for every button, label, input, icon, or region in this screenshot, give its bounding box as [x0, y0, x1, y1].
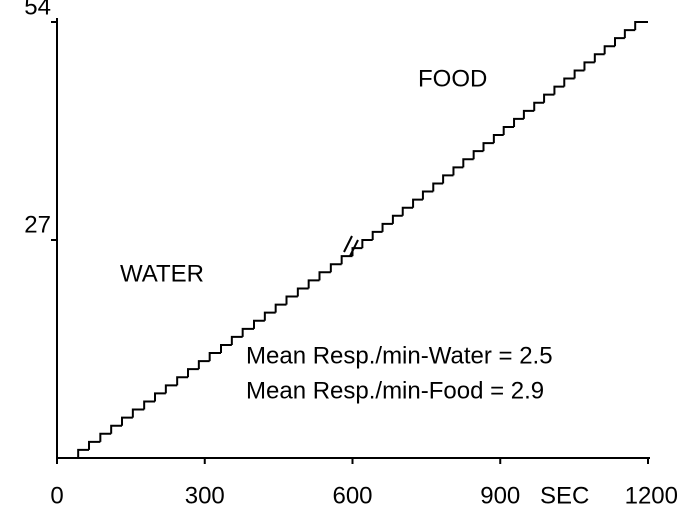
step	[77, 448, 90, 458]
step	[603, 45, 616, 55]
step	[208, 352, 222, 362]
x-tick-label: 600	[332, 482, 372, 509]
step	[553, 85, 565, 95]
step	[110, 424, 123, 434]
step	[340, 255, 353, 265]
step	[296, 287, 309, 297]
step	[329, 263, 342, 273]
annotation: FOOD	[418, 65, 487, 92]
step	[634, 21, 648, 31]
step	[452, 166, 464, 176]
y-tick-label: 27	[24, 211, 51, 238]
step	[442, 174, 454, 184]
step	[176, 376, 189, 386]
step	[391, 214, 403, 224]
step	[371, 230, 383, 240]
step	[593, 53, 605, 63]
step	[432, 182, 444, 192]
step	[381, 222, 393, 232]
step	[623, 29, 636, 39]
step	[482, 142, 494, 152]
step	[412, 198, 423, 208]
step	[230, 335, 243, 345]
step	[462, 158, 474, 168]
annotation: Mean Resp./min-Water = 2.5	[246, 342, 553, 369]
step	[522, 109, 535, 119]
step	[421, 190, 434, 200]
step	[143, 400, 156, 410]
step	[99, 432, 112, 442]
annotation: WATER	[120, 260, 204, 287]
step	[263, 311, 276, 321]
step	[614, 37, 625, 47]
step	[573, 69, 585, 79]
step	[253, 319, 265, 329]
x-tick-label: 300	[185, 482, 225, 509]
step	[513, 117, 524, 127]
annotation: Mean Resp./min-Food = 2.9	[246, 377, 544, 404]
step	[563, 77, 575, 87]
step	[401, 206, 414, 216]
step	[492, 134, 504, 144]
step	[583, 61, 595, 71]
step	[318, 271, 331, 281]
x-tick-label: 1200	[625, 482, 678, 509]
step	[187, 368, 199, 378]
step	[220, 343, 232, 354]
step	[154, 392, 166, 402]
step	[285, 295, 298, 305]
step	[472, 150, 484, 160]
x-axis-label: SEC	[540, 482, 589, 509]
step	[502, 125, 515, 136]
step	[533, 101, 545, 111]
step	[88, 440, 101, 450]
step	[197, 360, 210, 370]
step	[307, 279, 320, 289]
x-tick-label: 0	[50, 482, 63, 509]
step	[351, 247, 363, 257]
x-tick-label: 900	[480, 482, 520, 509]
step	[543, 93, 555, 103]
step	[274, 303, 287, 313]
y-tick-label: 54	[24, 0, 51, 20]
axis-break	[343, 235, 359, 257]
step	[131, 408, 145, 418]
step	[164, 384, 178, 394]
step	[361, 239, 373, 249]
step	[241, 327, 254, 337]
step	[121, 416, 133, 426]
